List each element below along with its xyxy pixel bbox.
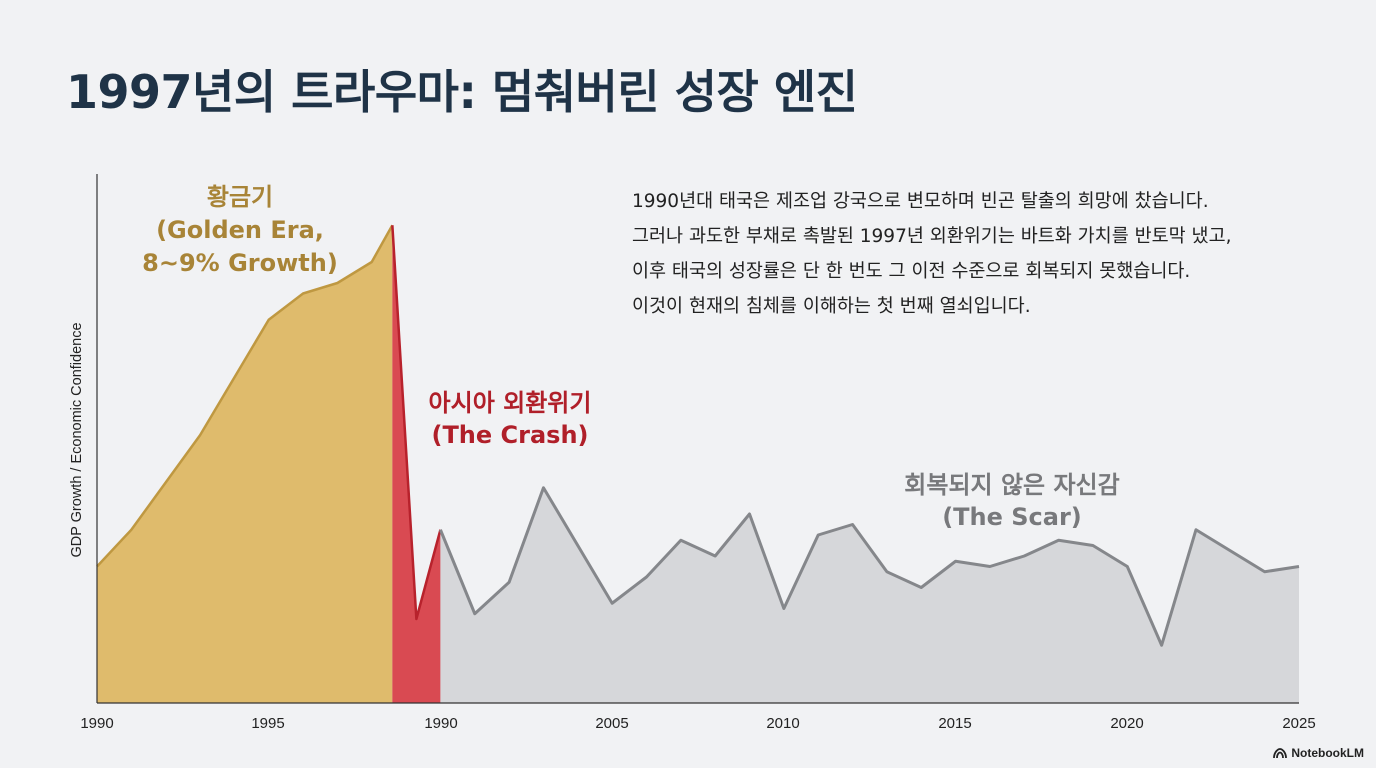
golden-annotation: 8~9% Growth) bbox=[142, 249, 338, 277]
page-title: 1997년의 트라우마: 멈춰버린 성장 엔진 bbox=[66, 65, 858, 119]
notebooklm-logo-icon bbox=[1273, 747, 1288, 758]
footer-brand: NotebookLM bbox=[1273, 746, 1364, 760]
crash-line bbox=[391, 225, 442, 621]
description-line: 이것이 현재의 침체를 이해하는 첫 번째 열쇠입니다. bbox=[632, 296, 1031, 317]
golden-annotation: (Golden Era, bbox=[156, 216, 324, 244]
description-line: 그러나 과도한 부채로 촉발된 1997년 외환위기는 바트화 가치를 반토막 … bbox=[632, 226, 1232, 247]
chart-axes: 1990 1995 1990 2005 2010 2015 2020 2025 GDP Grow… bbox=[69, 174, 1316, 732]
scar-annotation: 회복되지 않은 자신감 bbox=[904, 471, 1119, 499]
chart-areas bbox=[96, 224, 1300, 703]
x-tick-label: 1990 bbox=[80, 715, 113, 732]
x-tick-label: 2005 bbox=[595, 715, 628, 732]
x-tick-label: 1995 bbox=[251, 715, 284, 732]
scar-area bbox=[440, 487, 1299, 703]
chart-labels: 황금기 (Golden Era, 8~9% Growth) 아시아 외환위기 (The … bbox=[142, 183, 1120, 531]
description-line: 1990년대 태국은 제조업 강국으로 변모하며 빈곤 탈출의 희망에 찼습니다… bbox=[632, 191, 1209, 212]
scar-line bbox=[439, 486, 1300, 647]
x-tick-label: 2025 bbox=[1282, 715, 1315, 732]
scar-annotation: (The Scar) bbox=[942, 503, 1082, 531]
description-line: 이후 태국의 성장률은 단 한 번도 그 이전 수준으로 회복되지 못했습니다. bbox=[632, 261, 1191, 282]
description-text: 1990년대 태국은 제조업 강국으로 변모하며 빈곤 탈출의 희망에 찼습니다… bbox=[632, 184, 1332, 324]
footer-brand-label: NotebookLM bbox=[1291, 746, 1364, 760]
golden-annotation: 황금기 bbox=[207, 183, 273, 211]
x-tick-label: 2010 bbox=[766, 715, 799, 732]
y-axis-label: GDP Growth / Economic Confidence bbox=[69, 322, 85, 557]
crash-annotation: (The Crash) bbox=[431, 421, 588, 449]
crash-annotation: 아시아 외환위기 bbox=[429, 389, 592, 417]
x-tick-label: 1990 bbox=[424, 715, 457, 732]
crash-area bbox=[392, 225, 441, 703]
golden-area bbox=[97, 225, 393, 703]
x-tick-label: 2015 bbox=[938, 715, 971, 732]
golden-line bbox=[96, 224, 394, 568]
x-tick-label: 2020 bbox=[1110, 715, 1143, 732]
